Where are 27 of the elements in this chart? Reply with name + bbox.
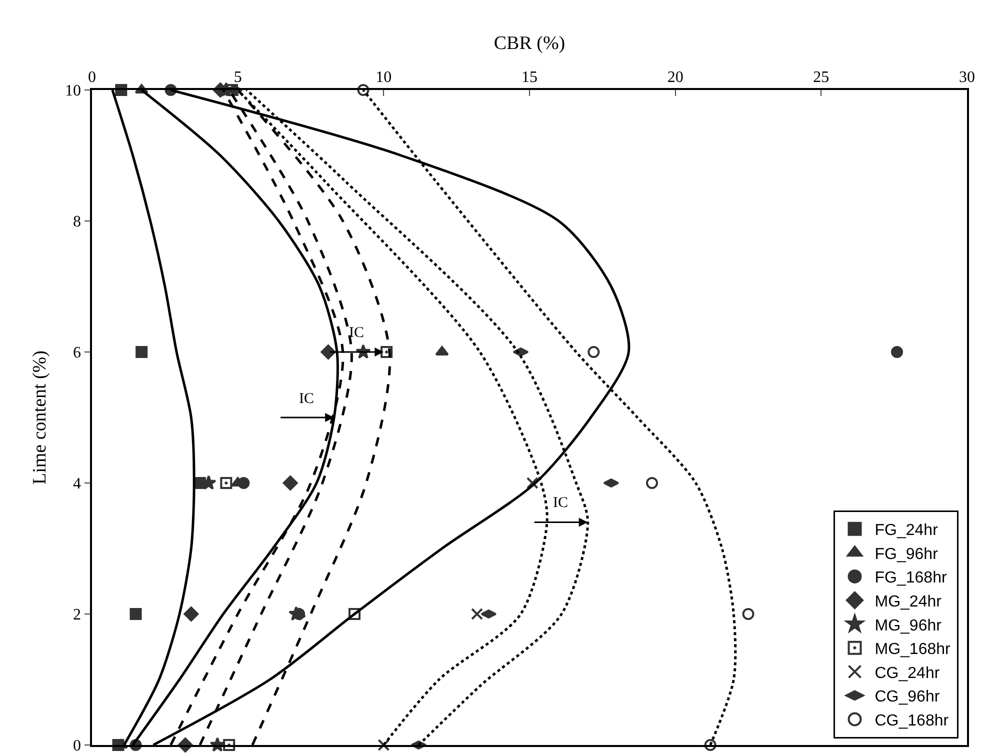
x-tick-label: 10 (376, 68, 392, 86)
y-tick-label: 4 (73, 476, 82, 493)
legend-label: CG_24hr (874, 664, 940, 682)
legend-label: CG_168hr (874, 712, 950, 730)
legend-label: CG_96hr (874, 688, 940, 706)
x-tick-label: 20 (667, 68, 684, 86)
x-axis-title: CBR (%) (494, 33, 566, 54)
legend-label: FG_96hr (874, 546, 939, 563)
y-tick-label: 0 (73, 738, 82, 755)
legend-label: FG_24hr (874, 522, 939, 540)
y-tick-label: 6 (73, 344, 82, 362)
x-tick-label: 5 (234, 68, 242, 86)
annotation: IC (299, 391, 314, 407)
x-tick-label: 15 (522, 68, 538, 86)
y-tick-label: 10 (65, 82, 82, 100)
annotation: IC (349, 325, 364, 341)
legend-label: MG_168hr (874, 641, 952, 658)
annotation: IC (553, 495, 568, 511)
legend-label: MG_24hr (874, 593, 942, 610)
y-tick-label: 2 (73, 606, 82, 624)
y-tick-label: 8 (73, 214, 82, 231)
y-axis-title: Lime content (%) (29, 350, 50, 485)
x-tick-label: 25 (813, 68, 830, 86)
x-tick-label: 30 (959, 68, 975, 86)
x-tick-label: 0 (88, 68, 96, 86)
legend-label: FG_168hr (874, 570, 948, 587)
legend-label: MG_96hr (874, 617, 942, 634)
